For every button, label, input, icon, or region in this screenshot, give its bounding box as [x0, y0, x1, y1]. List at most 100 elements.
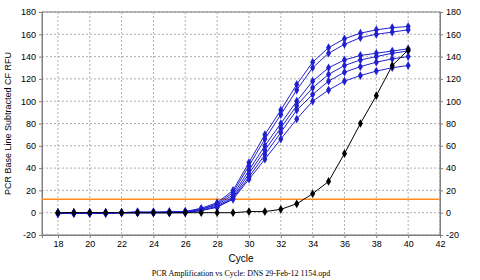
tick: 28 [213, 235, 223, 249]
marker [294, 199, 299, 208]
marker [374, 91, 379, 100]
grid-line [42, 123, 440, 124]
subtitle: PCR Amplification vs Cycle: DNS 29-Feb-1… [152, 269, 331, 278]
tick-mark [376, 235, 377, 238]
tick-mark [313, 235, 314, 238]
tick: 140 [440, 52, 461, 62]
tick-mark [440, 79, 443, 80]
marker [119, 208, 124, 217]
marker [183, 208, 188, 217]
tick: 20 [26, 186, 42, 196]
tick-mark [344, 235, 345, 238]
grid-line [121, 12, 122, 235]
marker [262, 207, 267, 216]
marker [278, 205, 283, 214]
series-line [58, 66, 408, 213]
grid-line [57, 12, 58, 235]
tick-label: 60 [26, 141, 36, 151]
marker [135, 208, 140, 217]
tick-label: 0 [446, 208, 451, 218]
tick: 30 [244, 235, 254, 249]
marker [135, 208, 140, 217]
plot-frame [42, 12, 440, 235]
tick-label: 20 [26, 186, 36, 196]
tick-mark [249, 235, 250, 238]
tick-label: -20 [23, 230, 36, 240]
tick-mark [440, 146, 443, 147]
marker [278, 135, 283, 144]
grid-line [42, 78, 440, 79]
tick: 100 [21, 97, 42, 107]
tick: 40 [404, 235, 414, 249]
tick-mark [39, 34, 42, 35]
tick-mark [39, 124, 42, 125]
marker [71, 208, 76, 217]
tick-label: 0 [31, 208, 36, 218]
tick-mark [440, 101, 443, 102]
tick-label: 38 [372, 239, 382, 249]
grid-line [42, 168, 440, 169]
tick: 180 [21, 7, 42, 17]
marker [390, 28, 395, 37]
axis-line [39, 13, 43, 236]
tick-mark [217, 235, 218, 238]
tick-label: 34 [308, 239, 318, 249]
tick-mark [440, 34, 443, 35]
y2-axis: -20020406080100120140160180 [440, 7, 461, 240]
marker [342, 68, 347, 77]
tick: 20 [85, 235, 95, 249]
marker [119, 208, 124, 217]
grid-line [248, 12, 249, 235]
tick-mark [39, 79, 42, 80]
marker [326, 177, 331, 186]
marker [103, 208, 108, 217]
marker [135, 208, 140, 217]
grid-line [312, 12, 313, 235]
tick-label: 140 [446, 52, 461, 62]
tick-mark [440, 190, 443, 191]
tick: 60 [26, 141, 42, 151]
tick-label: 32 [276, 239, 286, 249]
marker [342, 40, 347, 49]
marker [167, 208, 172, 217]
marker [103, 208, 108, 217]
tick-mark [122, 235, 123, 238]
tick: 180 [440, 7, 461, 17]
marker [87, 208, 92, 217]
tick-label: 40 [26, 163, 36, 173]
marker [374, 58, 379, 67]
tick-label: 80 [446, 119, 456, 129]
marker [55, 208, 60, 217]
axis-line [43, 236, 441, 239]
tick-mark [39, 213, 42, 214]
data [42, 22, 440, 218]
tick-mark [185, 235, 186, 238]
marker [87, 208, 92, 217]
tick-mark [39, 168, 42, 169]
tick-mark [153, 235, 154, 238]
marker [183, 208, 188, 217]
marker [215, 208, 220, 217]
marker [71, 208, 76, 217]
marker [103, 208, 108, 217]
marker [135, 208, 140, 217]
marker [119, 208, 124, 217]
tick-mark [440, 12, 443, 13]
marker [246, 207, 251, 216]
tick-label: 20 [446, 186, 456, 196]
tick-mark [440, 57, 443, 58]
grid-line [153, 12, 154, 235]
marker [231, 208, 236, 217]
axis-line [441, 13, 444, 236]
marker [374, 67, 379, 76]
marker [278, 110, 283, 119]
tick: 120 [440, 74, 461, 84]
grid-line [42, 101, 440, 102]
grid-line [185, 12, 186, 235]
marker [151, 208, 156, 217]
marker [358, 119, 363, 128]
marker [71, 208, 76, 217]
chart: 18202224262830323436384042-2002040608010… [0, 0, 480, 280]
marker [55, 208, 60, 217]
tick: 20 [440, 186, 456, 196]
